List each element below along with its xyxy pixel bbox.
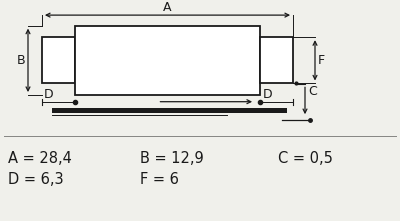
Text: B: B	[16, 54, 25, 67]
Text: C: C	[308, 85, 317, 98]
Bar	[227, 109, 287, 113]
Text: F = 6: F = 6	[140, 172, 179, 187]
Bar	[260, 37, 293, 83]
Bar	[52, 109, 227, 113]
Text: A = 28,4: A = 28,4	[8, 151, 72, 166]
Bar	[42, 37, 75, 83]
Text: D: D	[44, 88, 54, 101]
Text: A: A	[163, 1, 172, 14]
Bar	[75, 26, 260, 95]
Text: D = 6,3: D = 6,3	[8, 172, 64, 187]
Text: D: D	[263, 88, 273, 101]
Text: B = 12,9: B = 12,9	[140, 151, 204, 166]
Text: C = 0,5: C = 0,5	[278, 151, 333, 166]
Text: F: F	[318, 54, 325, 67]
